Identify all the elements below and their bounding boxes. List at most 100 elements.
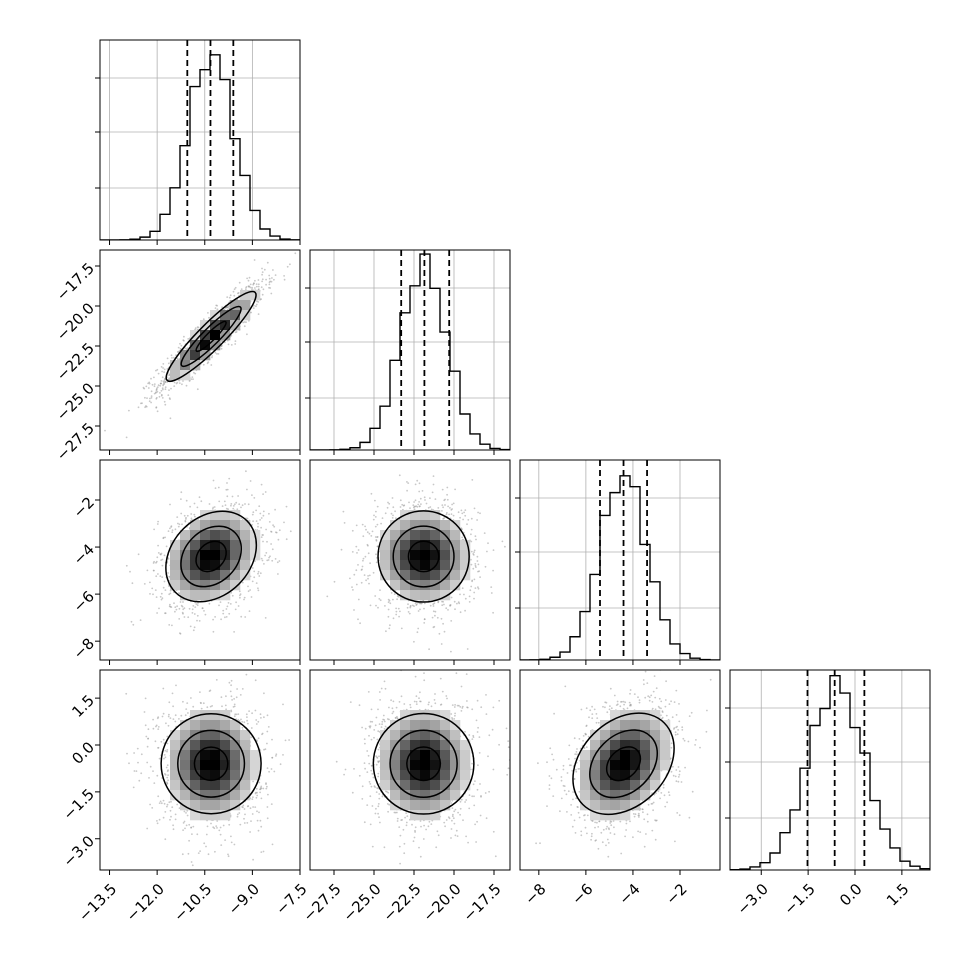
sample-point <box>270 530 272 533</box>
sample-point <box>396 598 398 601</box>
sample-point <box>157 544 160 547</box>
density-cell <box>220 330 231 341</box>
contour-line <box>180 305 242 368</box>
sample-point <box>270 768 273 770</box>
panel-frame <box>309 249 511 451</box>
sample-point <box>357 549 360 551</box>
sample-point <box>155 561 157 564</box>
sample-point <box>389 624 391 627</box>
sample-point <box>170 354 173 357</box>
sample-point <box>446 493 448 496</box>
sample-point <box>193 502 196 505</box>
sample-point <box>221 505 224 507</box>
sample-point <box>168 701 171 704</box>
sample-point <box>466 648 469 650</box>
sample-point <box>357 618 359 621</box>
sample-point <box>441 488 444 491</box>
sample-point <box>223 500 226 503</box>
sample-point <box>203 610 205 612</box>
sample-point <box>179 342 181 345</box>
sample-point <box>199 701 202 704</box>
sample-point <box>255 509 257 512</box>
histogram-panel <box>515 459 721 665</box>
panel-frame <box>99 459 301 661</box>
sample-point <box>472 567 475 570</box>
sample-point <box>175 608 178 611</box>
sample-point <box>446 498 449 501</box>
sample-point <box>367 577 369 580</box>
sample-point <box>253 570 256 573</box>
sample-point <box>249 480 252 482</box>
sample-point <box>246 333 248 336</box>
sample-point <box>451 508 453 510</box>
sample-point <box>155 369 157 372</box>
sample-point <box>171 529 174 531</box>
sample-point <box>260 298 262 300</box>
sample-point <box>450 650 452 653</box>
sample-point <box>164 536 167 539</box>
sample-point <box>174 818 177 821</box>
contour-line <box>165 290 257 383</box>
density-cell <box>170 580 181 591</box>
sample-point <box>227 343 230 346</box>
sample-point <box>252 283 255 286</box>
sample-point <box>469 589 472 592</box>
sample-point <box>432 483 435 486</box>
sample-point <box>390 512 393 515</box>
sample-point <box>161 564 164 567</box>
sample-point <box>187 338 190 340</box>
density-cell <box>180 580 191 591</box>
sample-point <box>168 374 171 377</box>
density-cell <box>200 350 211 361</box>
sample-point <box>452 514 455 517</box>
sample-point <box>461 528 463 531</box>
sample-point <box>197 602 199 604</box>
sample-point <box>168 397 171 399</box>
sample-point <box>228 681 231 684</box>
panel-frame <box>99 249 301 451</box>
sample-point <box>265 552 268 554</box>
sample-point <box>368 582 370 585</box>
sample-point <box>157 552 160 554</box>
sample-point <box>196 604 199 607</box>
density-cell <box>200 520 211 531</box>
density-cell <box>430 570 441 581</box>
sample-point <box>150 390 153 393</box>
sample-point <box>273 525 276 528</box>
y-tick-label: −4 <box>70 540 98 568</box>
density-cell <box>210 570 221 581</box>
sample-point <box>374 499 376 502</box>
sample-point <box>418 482 421 485</box>
density-cell <box>210 530 221 541</box>
density-cell <box>220 530 231 541</box>
density-cell <box>440 570 451 581</box>
sample-point <box>249 283 252 286</box>
sample-point <box>170 526 173 528</box>
sample-point <box>283 275 285 277</box>
density-cell <box>230 510 241 521</box>
sample-point <box>251 494 253 496</box>
sample-point <box>406 489 408 492</box>
sample-point <box>461 512 464 515</box>
sample-point <box>420 503 422 505</box>
density-cell <box>240 530 251 541</box>
sample-point <box>360 581 363 584</box>
sample-point <box>206 706 209 709</box>
sample-point <box>227 853 229 856</box>
sample-point <box>456 602 458 605</box>
sample-point <box>479 576 481 578</box>
sample-point <box>261 271 264 273</box>
sample-point <box>196 619 198 622</box>
sample-point <box>255 285 258 288</box>
density-cell <box>190 520 201 531</box>
sample-point <box>125 436 128 439</box>
sample-point <box>285 538 288 541</box>
sample-point <box>159 382 162 385</box>
sample-point <box>269 287 272 289</box>
sample-point <box>191 612 194 614</box>
sample-point <box>180 491 183 494</box>
density-cell <box>440 520 451 531</box>
sample-point <box>162 367 165 369</box>
density-cell <box>240 520 251 531</box>
sample-point <box>169 717 172 719</box>
